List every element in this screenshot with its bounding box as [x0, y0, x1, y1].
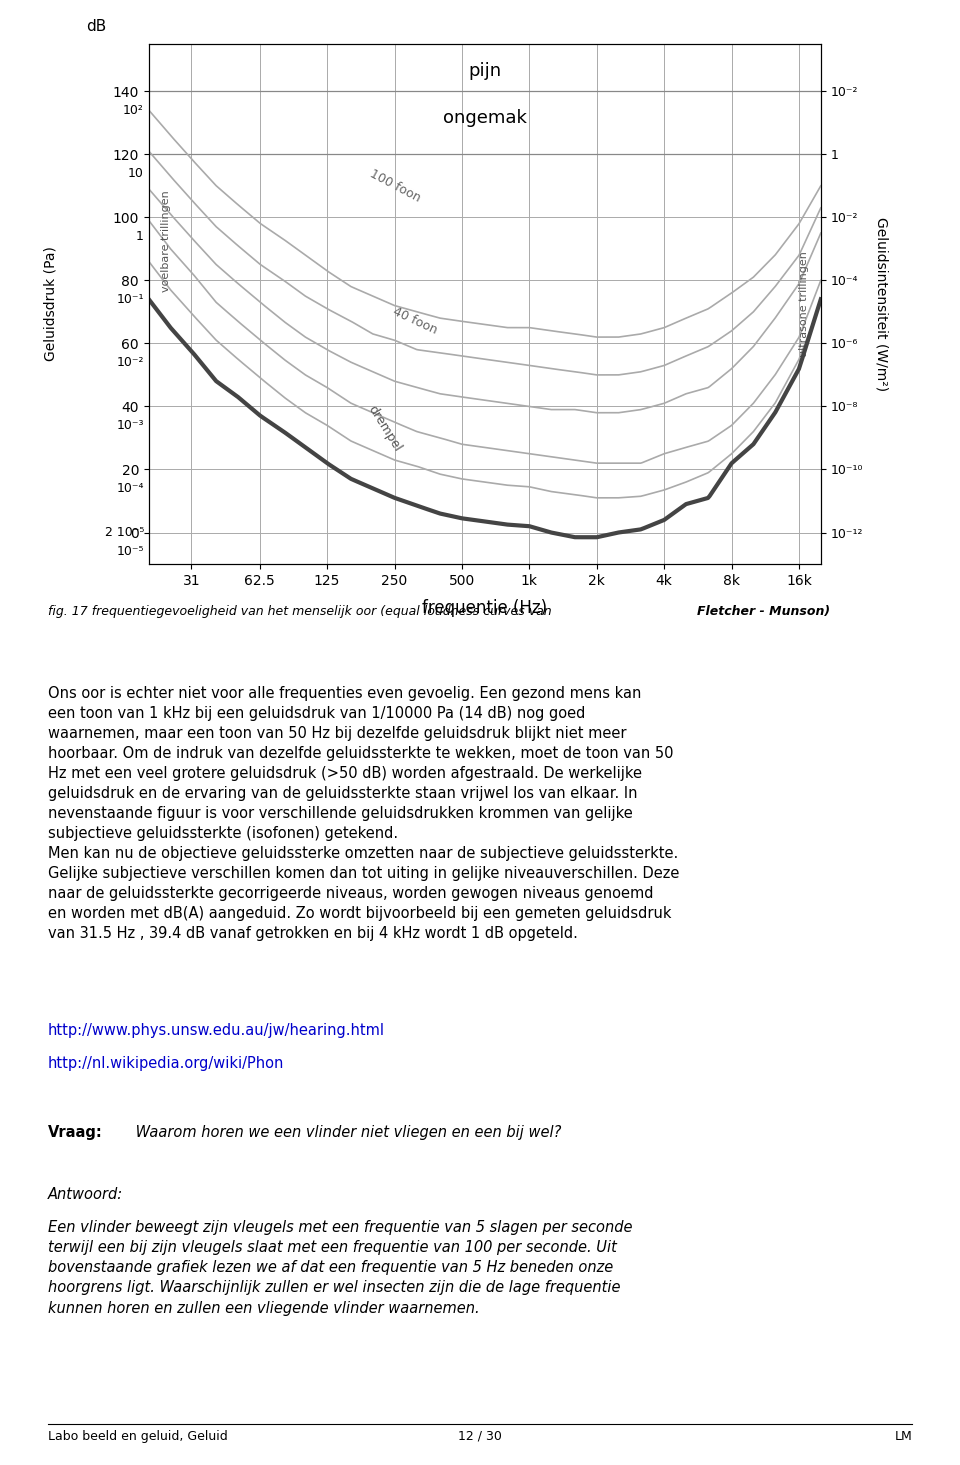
Y-axis label: Geluidsintensiteit (W/m²): Geluidsintensiteit (W/m²): [874, 217, 888, 391]
Text: Labo beeld en geluid, Geluid: Labo beeld en geluid, Geluid: [48, 1430, 228, 1443]
Text: 10⁻²: 10⁻²: [116, 356, 144, 369]
Text: 10⁻⁴: 10⁻⁴: [116, 482, 144, 495]
Text: http://nl.wikipedia.org/wiki/Phon: http://nl.wikipedia.org/wiki/Phon: [48, 1056, 284, 1071]
Text: http://www.phys.unsw.edu.au/jw/hearing.html: http://www.phys.unsw.edu.au/jw/hearing.h…: [48, 1023, 385, 1037]
Text: fig. 17 frequentiegevoeligheid van het menselijk oor (equal loudness curves van: fig. 17 frequentiegevoeligheid van het m…: [48, 605, 556, 618]
Text: pijn: pijn: [468, 62, 501, 81]
Text: ultrasone trillingen: ultrasone trillingen: [799, 251, 809, 357]
Text: Vraag:: Vraag:: [48, 1125, 103, 1140]
Y-axis label: Geluidsdruk (Pa): Geluidsdruk (Pa): [43, 246, 58, 362]
Text: drempel: drempel: [365, 403, 404, 454]
Text: 1: 1: [136, 230, 144, 243]
Text: 12 / 30: 12 / 30: [458, 1430, 502, 1443]
Text: 10⁻⁵: 10⁻⁵: [116, 545, 144, 558]
Text: 10: 10: [128, 167, 144, 180]
Text: 2 10⁻⁵: 2 10⁻⁵: [105, 526, 144, 539]
Text: 100 foon: 100 foon: [368, 167, 423, 205]
Text: Antwoord:: Antwoord:: [48, 1187, 123, 1201]
Text: Een vlinder beweegt zijn vleugels met een frequentie van 5 slagen per seconde
te: Een vlinder beweegt zijn vleugels met ee…: [48, 1220, 633, 1316]
Text: Fletcher - Munson): Fletcher - Munson): [697, 605, 830, 618]
Text: Waarom horen we een vlinder niet vliegen en een bij wel?: Waarom horen we een vlinder niet vliegen…: [131, 1125, 561, 1140]
Text: LM: LM: [895, 1430, 912, 1443]
Text: 10⁻¹: 10⁻¹: [116, 293, 144, 306]
Text: dB: dB: [85, 19, 107, 34]
Text: ongemak: ongemak: [443, 108, 527, 127]
Text: voelbare trillingen: voelbare trillingen: [160, 190, 171, 293]
Text: Ons oor is echter niet voor alle frequenties even gevoelig. Een gezond mens kan
: Ons oor is echter niet voor alle frequen…: [48, 686, 680, 941]
Text: 10²: 10²: [123, 104, 144, 117]
Text: 10⁻³: 10⁻³: [116, 419, 144, 432]
X-axis label: frequentie (Hz): frequentie (Hz): [422, 599, 547, 617]
Text: 40 foon: 40 foon: [391, 305, 439, 337]
